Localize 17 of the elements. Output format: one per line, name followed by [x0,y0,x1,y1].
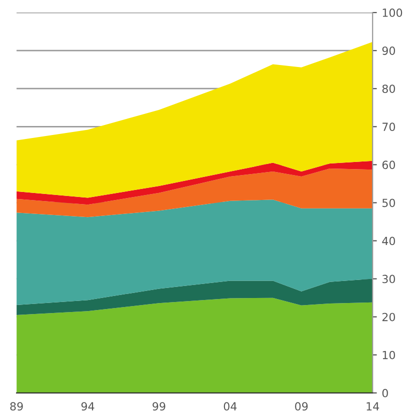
x-tick-label: 04 [224,402,237,411]
y-tick-label: 90 [382,46,396,55]
y-tick-label: 70 [382,122,396,132]
y-tick-label: 0 [382,388,388,398]
y-tick-label: 20 [382,312,396,322]
y-tick-label: 40 [382,236,396,246]
x-tick-label: 99 [152,402,166,411]
y-tick-label: 100 [382,8,402,17]
x-tick-label: 89 [10,402,23,411]
y-tick-label: 50 [382,198,396,208]
y-tick-label: 80 [382,84,396,93]
y-tick-label: 60 [382,160,396,170]
x-tick-label: 94 [81,402,94,411]
x-tick-label: 14 [366,402,380,410]
y-tick-label: 10 [382,350,396,360]
x-tick-label: 09 [295,402,308,411]
y-tick-label: 30 [382,274,396,284]
